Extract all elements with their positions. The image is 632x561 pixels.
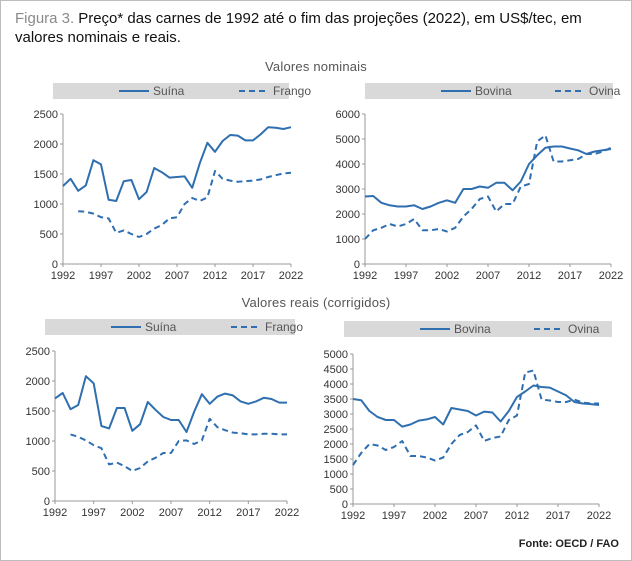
legend-label: Bovina <box>475 84 512 98</box>
x-tick-label: 1997 <box>394 270 418 282</box>
x-tick-label: 2002 <box>127 270 151 282</box>
y-tick-label: 1500 <box>34 169 58 181</box>
y-tick-label: 0 <box>44 496 50 508</box>
chart-svg: Suína Frango 0 500 1000 1500 2000 2500 1992 1997 2… <box>26 319 303 519</box>
y-tick-label: 1000 <box>336 234 360 246</box>
y-tick-label: 2000 <box>34 139 58 151</box>
y-tick-label: 3000 <box>336 184 360 196</box>
y-tick-label: 5000 <box>336 134 360 146</box>
chart-beef-lamb-nominal: Bovina Ovina 0 1000 2000 3000 4000 5000 6000 1992… <box>319 77 631 287</box>
y-tick-label: 500 <box>330 484 348 496</box>
chart-svg: Bovina Ovina 0 500 1000 1500 2000 2500 3000 3500 4… <box>324 321 612 522</box>
figure-caption-text: Preço* das carnes de 1992 até o fim das … <box>15 10 582 46</box>
section-title-real: Valores reais (corrigidos) <box>241 295 391 310</box>
x-tick-label: 2022 <box>279 270 303 282</box>
figure-caption: Figura 3. Preço* das carnes de 1992 até o… <box>15 9 615 47</box>
y-tick-label: 2500 <box>34 109 58 121</box>
legend-band <box>365 83 613 99</box>
y-tick-label: 1000 <box>26 436 50 448</box>
x-tick-label: 2017 <box>236 507 260 519</box>
x-tick-label: 1997 <box>81 507 105 519</box>
y-tick-label: 6000 <box>336 109 360 121</box>
series-line-suina <box>54 375 287 433</box>
y-tick-label: 1500 <box>324 454 348 466</box>
x-tick-label: 1992 <box>353 270 377 282</box>
y-tick-label: 4000 <box>324 379 348 391</box>
series-line-frango <box>78 170 292 238</box>
y-tick-label: 500 <box>40 229 58 241</box>
chart-pork-poultry-nominal: Suína Frango 0 500 1000 1500 2000 2500 1992 1997 2… <box>11 77 311 287</box>
x-tick-label: 2002 <box>120 507 144 519</box>
y-tick-label: 1500 <box>26 406 50 418</box>
x-tick-label: 2022 <box>587 510 611 522</box>
x-tick-label: 2022 <box>599 270 623 282</box>
legend-label: Frango <box>265 320 303 334</box>
x-tick-label: 1997 <box>382 510 406 522</box>
x-tick-label: 2012 <box>203 270 227 282</box>
x-tick-label: 2002 <box>435 270 459 282</box>
chart-pork-poultry-real: Suína Frango 0 500 1000 1500 2000 2500 1992 1997 2… <box>11 311 311 531</box>
series-line-suina <box>62 126 292 202</box>
x-tick-label: 2007 <box>159 507 183 519</box>
figure-label: Figura 3. <box>15 10 75 27</box>
x-tick-label: 2022 <box>275 507 299 519</box>
legend-label: Suína <box>153 84 185 98</box>
legend-label: Ovina <box>568 322 600 336</box>
x-tick-label: 2017 <box>558 270 582 282</box>
chart-beef-lamb-real: Bovina Ovina 0 500 1000 1500 2000 2500 3000 3500 4… <box>319 311 631 531</box>
series-line-bovina <box>352 384 600 428</box>
legend-label: Frango <box>273 84 311 98</box>
y-tick-label: 1000 <box>324 469 348 481</box>
x-tick-label: 1992 <box>43 507 67 519</box>
source-note: Fonte: OECD / FAO <box>518 538 619 550</box>
chart-svg: Bovina Ovina 0 1000 2000 3000 4000 5000 6000 1992… <box>336 83 623 282</box>
x-tick-label: 2012 <box>197 507 221 519</box>
y-tick-label: 0 <box>342 499 348 511</box>
x-tick-label: 2017 <box>546 510 570 522</box>
x-tick-label: 1992 <box>51 270 75 282</box>
legend-label: Suína <box>145 320 177 334</box>
series-line-frango <box>70 417 287 472</box>
y-tick-label: 1000 <box>34 199 58 211</box>
y-tick-label: 2500 <box>26 346 50 358</box>
series-line-ovina <box>364 134 612 240</box>
x-tick-label: 1992 <box>341 510 365 522</box>
section-title-nominal: Valores nominais <box>265 59 367 74</box>
series-line-ovina <box>352 369 599 466</box>
y-tick-label: 3500 <box>324 394 348 406</box>
x-tick-label: 2002 <box>423 510 447 522</box>
x-tick-label: 2007 <box>476 270 500 282</box>
series-line-bovina <box>364 145 612 210</box>
x-tick-label: 2017 <box>241 270 265 282</box>
y-tick-label: 2000 <box>324 439 348 451</box>
legend-label: Ovina <box>589 84 621 98</box>
x-tick-label: 2012 <box>505 510 529 522</box>
y-tick-label: 2000 <box>26 376 50 388</box>
legend-label: Bovina <box>454 322 491 336</box>
chart-svg: Suína Frango 0 500 1000 1500 2000 2500 1992 1997 2… <box>34 83 311 282</box>
legend-band <box>45 319 295 335</box>
y-tick-label: 500 <box>32 466 50 478</box>
y-tick-label: 2000 <box>336 209 360 221</box>
y-tick-label: 3000 <box>324 409 348 421</box>
y-tick-label: 4500 <box>324 364 348 376</box>
x-tick-label: 2007 <box>464 510 488 522</box>
x-tick-label: 1997 <box>89 270 113 282</box>
y-tick-label: 5000 <box>324 349 348 361</box>
y-tick-label: 4000 <box>336 159 360 171</box>
y-tick-label: 2500 <box>324 424 348 436</box>
legend-band <box>344 321 612 337</box>
legend-band <box>53 83 289 99</box>
x-tick-label: 2007 <box>165 270 189 282</box>
x-tick-label: 2012 <box>517 270 541 282</box>
y-tick-label: 0 <box>354 259 360 271</box>
y-tick-label: 0 <box>52 259 58 271</box>
